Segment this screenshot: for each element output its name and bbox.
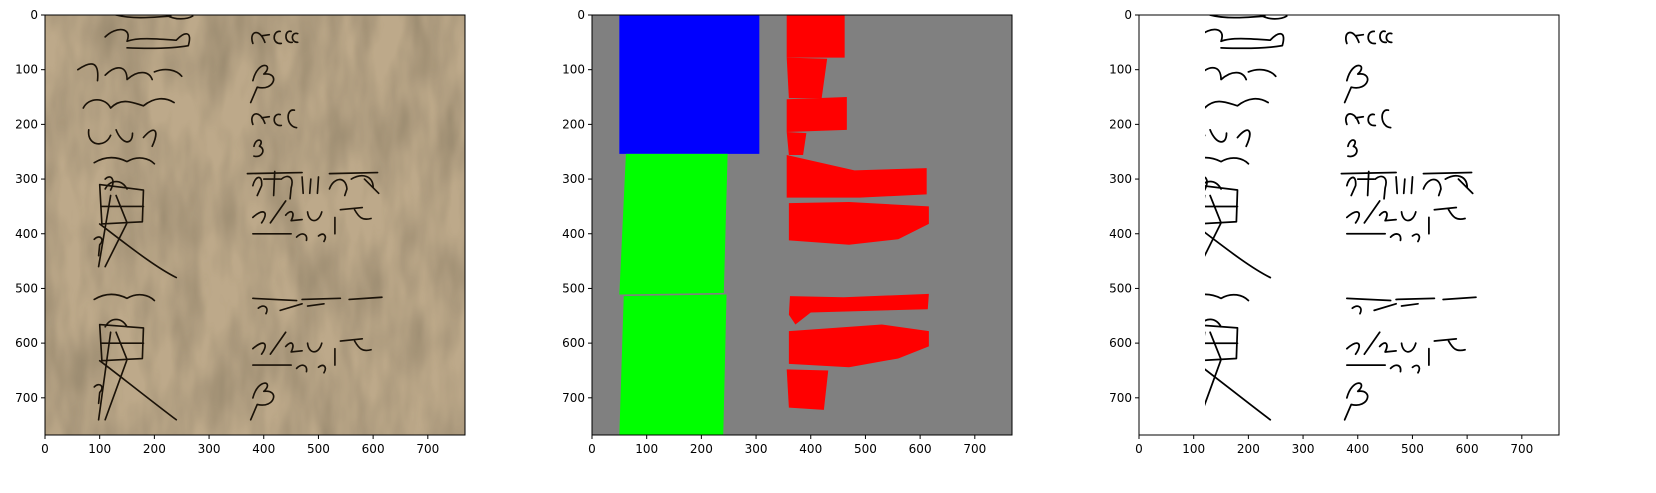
x-tick-label: 400 [1346,442,1369,456]
panel-binarized-frame [1138,14,1560,436]
x-tick-label: 200 [690,442,713,456]
panel-mask-frame [591,14,1013,436]
mask-region-red-7 [786,155,927,198]
x-tick-label: 400 [799,442,822,456]
y-tick-label: 0 [577,8,585,22]
y-tick-label: 500 [562,281,585,295]
panel-original-frame [44,14,466,436]
panel-original: 0 100 200 300 400 500 600 700 0 100 200 300 400 500 60… [15,8,466,456]
y-tick-label: 600 [15,336,38,350]
panel-mask: 0 100 200 300 400 500 600 700 0 100 200 300 400 500 60… [562,8,1013,456]
y-tick-label: 400 [562,227,585,241]
panel-binarized: 0 100 200 300 400 500 600 700 0 100 200 300 400 500 60… [1109,8,1560,456]
mask-region-green-2 [619,294,727,435]
panel-binarized-axes: 0 100 200 300 400 500 600 700 0 100 200 300 400 500 60… [1109,8,1533,456]
mask-region-red-5 [786,97,847,133]
mask-region-red-10 [788,324,929,368]
x-tick-label: 300 [198,442,221,456]
y-tick-label: 100 [562,63,585,77]
x-tick-label: 700 [1510,442,1533,456]
x-tick-label: 700 [963,442,986,456]
x-tick-label: 200 [143,442,166,456]
y-tick-label: 200 [1109,117,1132,131]
x-tick-label: 100 [88,442,111,456]
y-tick-label: 600 [1109,336,1132,350]
panel-mask-axes: 0 100 200 300 400 500 600 700 0 100 200 300 400 500 60… [562,8,986,456]
y-tick-label: 700 [15,391,38,405]
mask-region-green-1 [619,153,728,295]
mask-region-red-8 [788,202,929,245]
y-tick-label: 400 [1109,227,1132,241]
y-tick-label: 700 [1109,391,1132,405]
y-tick-label: 200 [562,117,585,131]
y-tick-label: 500 [15,281,38,295]
x-tick-label: 400 [252,442,275,456]
mask-region-red-3 [786,15,845,58]
panel-binarized-bg [1139,15,1559,435]
y-tick-label: 200 [15,117,38,131]
mask-region-red-4 [786,57,828,99]
y-tick-label: 0 [30,8,38,22]
mask-region-red-6 [786,132,807,155]
panel-original-stain [45,15,465,435]
x-tick-label: 0 [1135,442,1143,456]
y-tick-label: 300 [562,172,585,186]
panel-original-axes: 0 100 200 300 400 500 600 700 0 100 200 300 400 500 60… [15,8,439,456]
mask-region-blue-0 [619,15,760,154]
x-tick-label: 0 [41,442,49,456]
x-tick-label: 100 [635,442,658,456]
x-tick-label: 300 [745,442,768,456]
y-tick-label: 300 [15,172,38,186]
y-tick-label: 300 [1109,172,1132,186]
x-tick-label: 100 [1182,442,1205,456]
mask-region-red-11 [786,369,829,410]
x-tick-label: 600 [362,442,385,456]
x-tick-label: 200 [1237,442,1260,456]
y-tick-label: 500 [1109,281,1132,295]
x-tick-label: 500 [854,442,877,456]
x-tick-label: 600 [909,442,932,456]
x-tick-label: 700 [416,442,439,456]
y-tick-label: 600 [562,336,585,350]
x-tick-label: 500 [1401,442,1424,456]
y-tick-label: 0 [1124,8,1132,22]
y-tick-label: 700 [562,391,585,405]
mask-regions [619,15,929,435]
y-tick-label: 100 [15,63,38,77]
y-tick-label: 400 [15,227,38,241]
x-tick-label: 300 [1292,442,1315,456]
mask-region-red-9 [788,293,929,325]
x-tick-label: 0 [588,442,596,456]
x-tick-label: 600 [1456,442,1479,456]
y-tick-label: 100 [1109,63,1132,77]
x-tick-label: 500 [307,442,330,456]
